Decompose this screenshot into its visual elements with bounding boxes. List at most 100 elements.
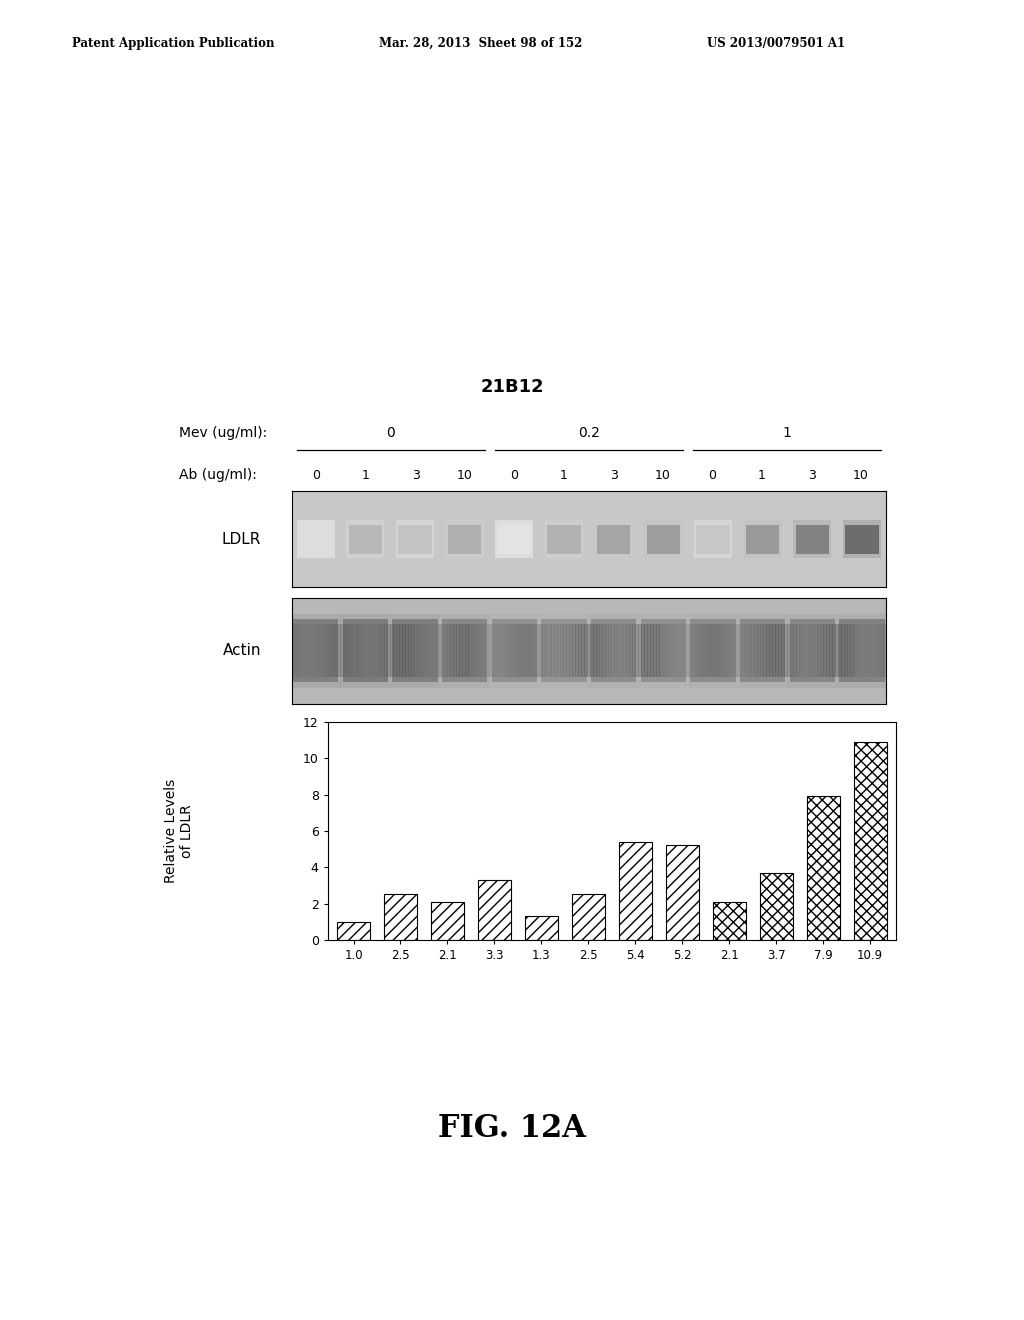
Bar	[340, 624, 343, 677]
Bar	[703, 624, 708, 677]
Bar	[390, 624, 394, 677]
Bar	[575, 624, 579, 677]
Bar	[540, 624, 543, 677]
Bar	[621, 624, 624, 677]
Bar	[837, 614, 887, 688]
Text: 10: 10	[655, 469, 671, 482]
Bar	[713, 902, 745, 940]
Bar	[354, 624, 358, 677]
Bar	[624, 624, 627, 677]
Text: LDLR: LDLR	[222, 532, 261, 546]
Bar	[844, 624, 848, 677]
Bar	[435, 624, 438, 677]
Bar	[367, 624, 370, 677]
Bar	[886, 624, 889, 677]
Bar	[680, 624, 683, 677]
Bar	[700, 624, 705, 677]
Bar	[689, 624, 692, 677]
Bar	[868, 624, 871, 677]
Bar	[608, 624, 611, 677]
Bar	[381, 624, 385, 677]
Bar	[725, 624, 728, 677]
Bar	[477, 624, 480, 677]
Bar	[340, 614, 390, 688]
Bar	[420, 624, 424, 677]
Bar	[644, 624, 647, 677]
Bar	[722, 624, 725, 677]
Bar	[453, 624, 457, 677]
Bar	[713, 624, 716, 677]
Bar	[534, 624, 538, 677]
Bar	[504, 624, 507, 677]
Text: 0: 0	[312, 469, 321, 482]
Text: 10: 10	[853, 469, 869, 482]
Bar	[423, 624, 427, 677]
Bar	[688, 614, 738, 688]
Bar	[749, 624, 752, 677]
Bar	[348, 624, 352, 677]
Bar	[847, 624, 851, 677]
Bar	[543, 624, 546, 677]
Bar	[638, 614, 688, 688]
Bar	[674, 624, 678, 677]
Bar	[299, 525, 332, 553]
Bar	[605, 624, 609, 677]
Bar	[805, 624, 809, 677]
Bar	[545, 520, 583, 558]
Bar	[337, 921, 370, 940]
Bar	[787, 614, 838, 688]
Bar	[597, 525, 630, 553]
Bar	[618, 842, 651, 940]
Bar	[370, 624, 373, 677]
Bar	[880, 624, 884, 677]
Bar	[840, 619, 885, 682]
Bar	[856, 624, 859, 677]
Bar	[740, 619, 785, 682]
Bar	[755, 624, 758, 677]
Bar	[677, 624, 680, 677]
Bar	[775, 624, 779, 677]
Bar	[489, 614, 540, 688]
Bar	[393, 624, 397, 677]
Bar	[877, 624, 881, 677]
Bar	[406, 624, 409, 677]
Bar	[582, 624, 585, 677]
Bar	[527, 624, 531, 677]
Bar	[862, 624, 865, 677]
Bar	[384, 895, 417, 940]
Bar	[444, 624, 447, 677]
Bar	[883, 624, 887, 677]
Text: Ab (ug/ml):: Ab (ug/ml):	[179, 469, 257, 482]
Bar	[396, 624, 399, 677]
Bar	[364, 624, 367, 677]
Bar	[409, 624, 412, 677]
Bar	[390, 614, 440, 688]
Bar	[309, 624, 313, 677]
Bar	[521, 624, 525, 677]
Bar	[746, 525, 779, 553]
Text: 0: 0	[386, 426, 395, 440]
Bar	[820, 624, 823, 677]
Bar	[737, 614, 787, 688]
Bar	[635, 624, 639, 677]
Bar	[781, 624, 784, 677]
Bar	[769, 624, 773, 677]
Bar	[513, 624, 516, 677]
Bar	[850, 624, 854, 677]
Bar	[496, 520, 534, 558]
Bar	[345, 624, 349, 677]
Bar	[462, 624, 466, 677]
Bar	[790, 619, 835, 682]
Bar	[794, 624, 797, 677]
Bar	[293, 619, 338, 682]
Text: 1: 1	[782, 426, 792, 440]
Bar	[743, 520, 781, 558]
Bar	[653, 624, 656, 677]
Bar	[343, 619, 388, 682]
Bar	[483, 624, 486, 677]
Bar	[745, 624, 749, 677]
Bar	[683, 624, 686, 677]
Bar	[739, 624, 743, 677]
Bar	[626, 624, 630, 677]
Bar	[835, 624, 839, 677]
